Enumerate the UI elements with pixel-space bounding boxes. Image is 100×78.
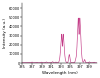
Y-axis label: Intensity (a.u.): Intensity (a.u.) [4, 18, 8, 48]
X-axis label: Wavelength (nm): Wavelength (nm) [42, 71, 77, 74]
